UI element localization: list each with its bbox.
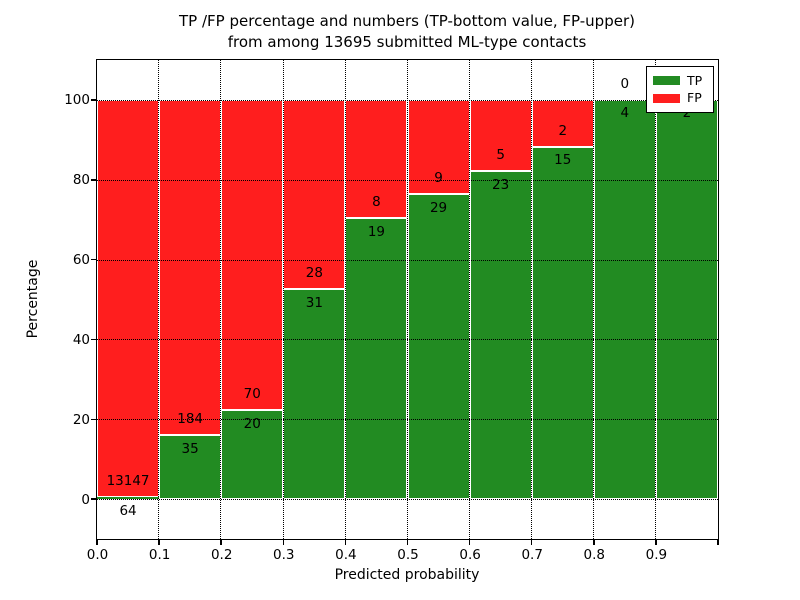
- tp-count-label: 31: [305, 294, 323, 311]
- x-tick-mark: [655, 540, 657, 545]
- x-tick-label: 0.9: [645, 547, 668, 563]
- fp-legend-swatch: [653, 93, 680, 103]
- x-tick-mark: [220, 540, 222, 545]
- vertical-gridline: [344, 60, 346, 539]
- x-tick-mark: [96, 540, 98, 545]
- fp-bar-segment: [159, 99, 222, 436]
- plot-area: 64 13147 35 184 20 70 31 28 19 8 29 9 23 5 15 2 4 0 2: [90, 59, 719, 545]
- vertical-gridline: [406, 60, 408, 539]
- vertical-gridline: [468, 60, 470, 539]
- tp-bar-segment: [469, 171, 532, 500]
- tp-count-label: 15: [554, 152, 572, 169]
- x-tick-label: 0.6: [459, 547, 481, 563]
- x-tick-mark: [282, 540, 285, 545]
- tp-legend-swatch: [653, 76, 680, 86]
- tp-bar-segment: [159, 435, 222, 500]
- fp-bar-segment: [407, 99, 470, 195]
- tp-bar-segment: [593, 99, 656, 500]
- x-tick-label: 0.7: [521, 547, 543, 563]
- tp-bar-segment: [283, 289, 346, 500]
- legend: TP FP: [646, 66, 714, 113]
- tp-bar-segment: [531, 146, 594, 500]
- fp-count-label: 9: [434, 170, 443, 187]
- tp-count-label: 4: [620, 105, 630, 122]
- fp-count-label: 5: [496, 146, 505, 163]
- y-tick-mark: [90, 338, 96, 341]
- vertical-gridline: [655, 60, 657, 539]
- tp-bar-segment: [221, 410, 284, 500]
- y-tick-label: 100: [64, 92, 90, 109]
- x-tick-mark: [593, 540, 595, 545]
- x-tick-label: 0.8: [583, 547, 606, 563]
- fp-count-label: 0: [620, 75, 630, 92]
- x-axis-label: Predicted probability: [334, 567, 480, 583]
- x-tick-mark: [406, 540, 409, 545]
- fp-bar-segment: [531, 99, 594, 147]
- tp-bar-segment: [655, 99, 718, 500]
- tp-count-label: 35: [181, 440, 199, 457]
- tp-count-label: 64: [119, 502, 137, 519]
- tp-bar-segment: [407, 194, 470, 500]
- tp-count-label: 20: [243, 415, 261, 432]
- x-tick-label: 0.4: [335, 547, 357, 563]
- x-tick-mark: [530, 540, 533, 545]
- y-tick-label: 80: [72, 172, 90, 189]
- fp-bar-segment: [221, 99, 284, 411]
- fp-count-label: 28: [305, 264, 323, 281]
- vertical-gridline: [530, 60, 532, 539]
- y-tick-mark: [90, 179, 96, 181]
- y-tick-mark: [90, 498, 96, 500]
- tp-bar-segment: [97, 497, 160, 500]
- legend-item: TP: [653, 72, 707, 88]
- fp-count-label: 8: [372, 193, 381, 210]
- vertical-gridline: [158, 60, 160, 539]
- chart-title-line2: from among 13695 submitted ML-type conta…: [227, 33, 587, 51]
- tp-count-label: 2: [682, 105, 692, 122]
- y-tick-label: 60: [72, 252, 90, 269]
- x-tick-mark: [717, 540, 719, 545]
- y-tick-mark: [90, 418, 96, 420]
- tp-count-label: 23: [492, 176, 510, 193]
- y-tick-label: 0: [81, 491, 90, 508]
- x-tick-label: 0.1: [148, 547, 171, 563]
- x-tick-mark: [344, 540, 347, 545]
- legend-item-label: FP: [687, 90, 702, 106]
- tp-count-label: 19: [367, 223, 386, 240]
- legend-item: FP: [653, 92, 707, 104]
- x-tick-label: 0.0: [86, 547, 109, 563]
- vertical-gridline: [220, 60, 222, 539]
- y-axis-label: Percentage: [25, 259, 41, 339]
- legend-item-label: TP: [687, 72, 703, 88]
- vertical-gridline: [282, 60, 284, 539]
- fp-count-label: 70: [243, 386, 261, 402]
- y-tick-label: 20: [72, 411, 90, 428]
- x-tick-label: 0.3: [273, 547, 295, 563]
- tp-count-label: 29: [429, 200, 448, 217]
- chart-title-line1: TP /FP percentage and numbers (TP-bottom…: [179, 12, 635, 30]
- chart-title: TP /FP percentage and numbers (TP-bottom…: [179, 11, 635, 53]
- fp-count-label: 184: [177, 410, 204, 427]
- x-tick-label: 0.2: [210, 547, 233, 563]
- x-tick-mark: [468, 540, 471, 545]
- x-tick-mark: [158, 540, 160, 545]
- fp-count-label: 13147: [106, 472, 150, 489]
- x-tick-label: 0.5: [397, 547, 419, 563]
- y-tick-mark: [90, 258, 96, 261]
- vertical-gridline: [593, 60, 595, 539]
- y-tick-mark: [90, 99, 96, 101]
- y-tick-label: 40: [72, 331, 90, 348]
- fp-bar-segment: [469, 99, 532, 172]
- fp-count-label: 2: [558, 122, 568, 139]
- fp-bar-segment: [97, 99, 160, 498]
- fp-bar-segment: [283, 99, 346, 290]
